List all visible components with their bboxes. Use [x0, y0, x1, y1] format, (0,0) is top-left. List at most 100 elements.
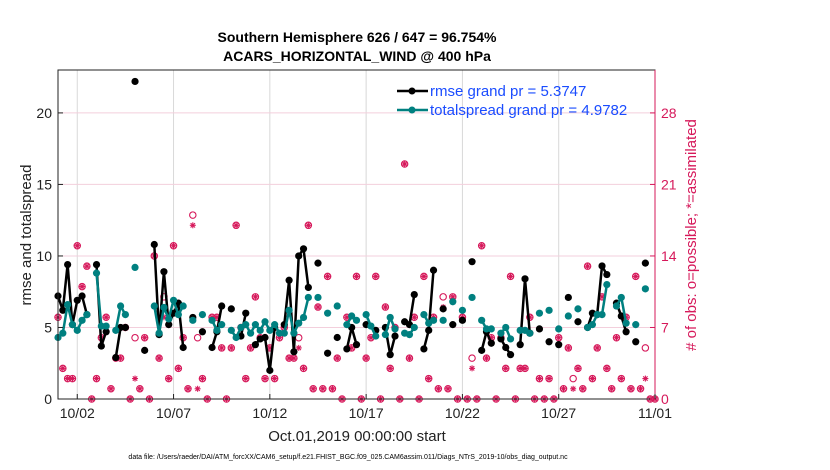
asterisk-stroke: [517, 365, 523, 371]
assimilated-obs-marker: [189, 222, 196, 229]
assimilated-obs-marker: [319, 385, 326, 392]
assimilated-obs-marker: [483, 355, 490, 362]
rmse-point: [468, 258, 476, 266]
assimilated-obs-marker: [132, 375, 139, 382]
assimilated-obs-marker: [194, 385, 201, 392]
totalspread-point: [632, 321, 640, 329]
asterisk-stroke: [79, 284, 85, 290]
totalspread-point: [251, 321, 259, 329]
assimilated-obs-marker: [69, 375, 76, 382]
asterisk-stroke: [185, 386, 191, 392]
totalspread-point: [439, 316, 447, 324]
asterisk-stroke: [483, 355, 490, 361]
rmse-point: [641, 259, 649, 267]
totalspread-point: [227, 326, 235, 334]
assimilated-obs-marker: [502, 365, 509, 372]
rmse-point: [564, 293, 572, 302]
assimilated-obs-marker: [613, 334, 620, 341]
assimilated-obs-marker: [603, 365, 610, 372]
possible-obs-marker: [333, 354, 341, 362]
possible-obs-marker: [545, 374, 553, 383]
assimilated-obs-marker: [247, 344, 254, 351]
rmse-point: [386, 351, 394, 359]
rmse-point: [165, 321, 173, 329]
assimilated-obs-marker: [262, 375, 269, 382]
rmse-point: [266, 366, 274, 374]
possible-obs-marker: [131, 333, 139, 342]
rmse-point: [251, 341, 259, 349]
axis-ticks: 10/02 10/07 10/12 10/17 10/22 10/27 11/0105101…: [36, 105, 676, 421]
rmse-point: [497, 335, 505, 343]
totalspread-point: [526, 329, 534, 337]
totalspread-point: [410, 323, 418, 332]
assimilated-obs-marker: [199, 375, 206, 382]
possible-obs-marker: [304, 221, 313, 230]
totalspread-point: [208, 316, 216, 324]
assimilated-obs-marker: [574, 365, 581, 372]
rmse-point: [59, 306, 67, 314]
rmse-point: [410, 290, 418, 299]
rmse-point: [521, 275, 529, 283]
rmse-point: [458, 316, 467, 324]
possible-obs-marker: [107, 385, 115, 393]
totalspread-point: [478, 316, 486, 324]
totalspread-point: [324, 309, 332, 317]
assimilated-obs-marker: [579, 385, 586, 392]
totalspread-point: [588, 321, 597, 329]
possible-obs-marker: [593, 344, 601, 352]
assimilated-obs-marker: [136, 385, 143, 392]
asterisk-stroke: [604, 365, 610, 371]
y-right-tick-label: 14: [661, 248, 677, 264]
assimilated-obs-marker: [103, 314, 110, 321]
y-axis-label: rmse and totalspread: [18, 165, 35, 306]
possible-obs-marker: [217, 344, 226, 352]
assimilated-obs-marker: [594, 344, 601, 351]
asterisk-stroke: [243, 375, 249, 382]
totalspread-point: [574, 305, 582, 313]
totalspread-point: [68, 321, 77, 329]
possible-obs-marker: [583, 262, 592, 270]
y-tick-label: 0: [44, 391, 52, 407]
asterisk-stroke: [199, 375, 206, 382]
assimilated-obs-marker: [637, 385, 644, 392]
totalspread-point: [304, 293, 312, 302]
possible-obs-marker: [309, 385, 317, 393]
rmse-point: [304, 283, 312, 292]
possible-obs-marker: [314, 303, 322, 311]
asterisk-stroke: [594, 345, 600, 351]
asterisk-stroke: [142, 335, 148, 341]
possible-obs-marker: [164, 374, 173, 383]
totalspread-point: [372, 332, 380, 340]
assimilated-obs-marker: [170, 242, 177, 249]
asterisk-stroke: [175, 365, 181, 371]
possible-obs-marker: [136, 385, 144, 393]
assimilated-obs-marker: [435, 385, 442, 392]
possible-obs-marker: [155, 354, 163, 362]
asterisk-stroke: [170, 243, 177, 249]
asterisk-stroke: [233, 222, 239, 228]
possible-obs-marker: [569, 374, 577, 383]
assimilated-obs-marker: [589, 375, 596, 382]
possible-obs-marker: [140, 333, 149, 342]
totalspread-point: [352, 316, 361, 324]
asterisk-stroke: [479, 243, 485, 249]
asterisk-stroke: [286, 355, 292, 361]
possible-obs-marker: [607, 385, 616, 393]
asterisk-stroke: [421, 273, 427, 279]
totalspread-point: [78, 316, 86, 324]
grid: [58, 70, 656, 399]
totalspread-point: [131, 263, 139, 271]
asterisk-stroke: [320, 386, 326, 392]
assimilated-obs-marker: [565, 344, 572, 351]
asterisk-stroke: [637, 386, 644, 392]
rmse-point: [352, 341, 361, 349]
legend-rmse-label: rmse grand pr = 5.3747: [430, 83, 586, 100]
rmse-point: [502, 343, 510, 352]
totalspread-point: [83, 311, 91, 319]
asterisk-stroke: [382, 304, 388, 310]
totalspread-point: [102, 322, 110, 330]
rmse-point: [343, 345, 351, 353]
asterisk-stroke: [156, 355, 162, 361]
totalspread-point: [285, 306, 293, 314]
asterisk-stroke: [214, 314, 220, 320]
